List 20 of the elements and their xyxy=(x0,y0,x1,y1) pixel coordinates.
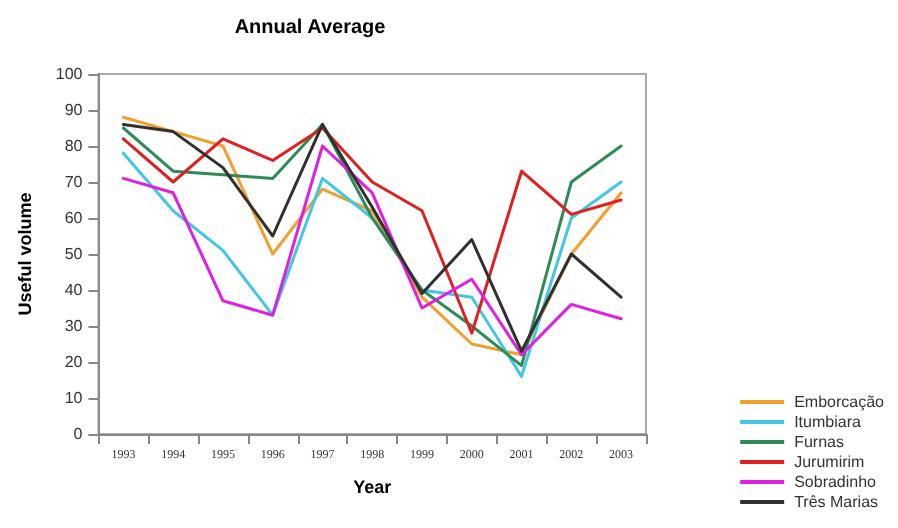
y-axis-title: Useful volume xyxy=(15,192,35,316)
y-tick-label: 80 xyxy=(64,137,84,155)
y-tick-label: 10 xyxy=(64,389,84,407)
legend-label: Três Marias xyxy=(794,493,879,511)
x-axis-title: Year xyxy=(353,477,393,497)
y-tick-label: 70 xyxy=(64,173,84,191)
y-tick-label: 100 xyxy=(55,65,84,83)
legend-label: Emborcação xyxy=(794,393,886,411)
y-tick-label: 40 xyxy=(64,281,84,299)
y-tick-label: 0 xyxy=(73,425,84,443)
legend-label: Sobradinho xyxy=(794,473,878,491)
y-tick-label: 50 xyxy=(64,245,84,263)
y-tick-label: 90 xyxy=(64,101,84,119)
legend-label: Itumbiara xyxy=(794,413,862,431)
legend-label: Furnas xyxy=(794,433,844,451)
chart-title: Annual Average xyxy=(234,17,387,39)
y-tick-label: 30 xyxy=(64,317,84,335)
legend-label: Jurumirim xyxy=(794,453,866,471)
y-tick-label: 20 xyxy=(64,353,84,371)
y-tick-label: 60 xyxy=(64,209,84,227)
